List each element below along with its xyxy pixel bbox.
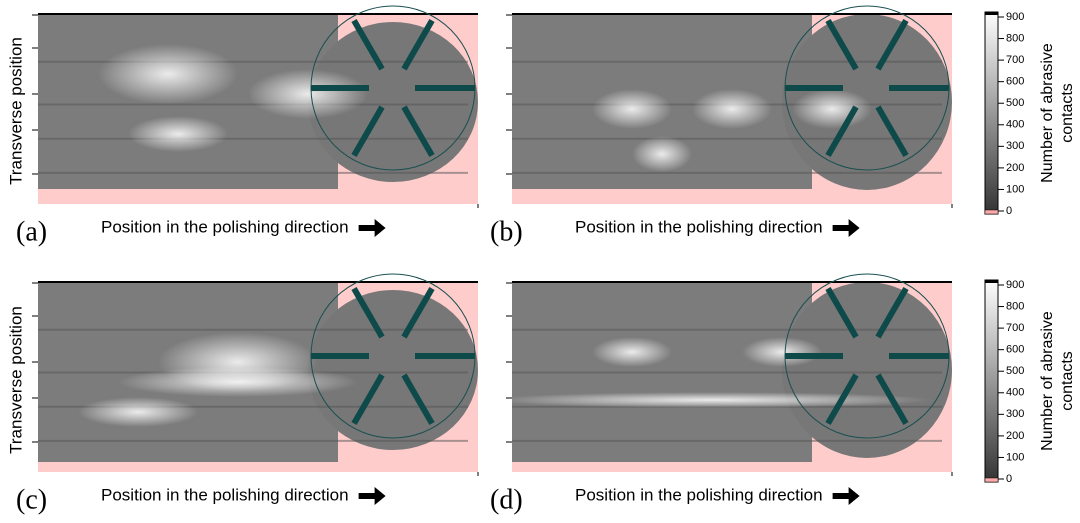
colorbar-tick-label: 600: [1006, 344, 1024, 356]
colorbar-title: Number of abrasive: [1039, 311, 1056, 451]
colorbar-tick-label: 900: [1006, 11, 1024, 23]
heatmap-panel: [32, 274, 478, 476]
y-axis-label: Transverse position: [6, 306, 25, 454]
bright-area: [592, 337, 672, 367]
colorbar-high: [985, 12, 998, 15]
colorbar-tick-label: 100: [1006, 183, 1024, 195]
colorbar-tick-label: 0: [1006, 473, 1012, 485]
y-axis-label: Transverse position: [6, 37, 25, 185]
panel-label: (a): [16, 216, 47, 247]
bright-area: [248, 69, 368, 119]
x-axis-label: Position in the polishing direction: [101, 217, 349, 236]
bright-area: [792, 89, 872, 129]
bright-area: [98, 44, 238, 104]
arrow: [359, 487, 386, 505]
bright-area: [128, 116, 228, 152]
colorbar-tick-label: 900: [1006, 279, 1024, 291]
panel-label: (c): [16, 484, 47, 515]
colorbar-tick-label: 400: [1006, 387, 1024, 399]
colorbar-tick-label: 600: [1006, 76, 1024, 88]
colorbar-tick-label: 300: [1006, 140, 1024, 152]
contact-map-head: [782, 282, 952, 458]
colorbar-tick-label: 800: [1006, 32, 1024, 44]
colorbar: [985, 280, 998, 482]
heatmap-panel: [506, 6, 952, 208]
panel-label: (b): [490, 216, 523, 247]
contact-map-head: [308, 290, 478, 450]
bright-area: [632, 136, 692, 172]
x-axis-label: Position in the polishing direction: [575, 217, 823, 236]
colorbar-tick-label: 700: [1006, 322, 1024, 334]
panel-label: (d): [490, 484, 523, 515]
bright-area: [742, 337, 822, 367]
heatmap-panel: [492, 274, 952, 476]
heatmap-panel: [32, 6, 478, 208]
figure: (a) Position in the polishing direction (b…: [0, 0, 1080, 518]
colorbar-tick-label: 200: [1006, 162, 1024, 174]
colorbar-tick-label: 0: [1006, 205, 1012, 217]
colorbar-tick-label: 500: [1006, 365, 1024, 377]
colorbar-low: [985, 210, 998, 214]
colorbar-tick-label: 300: [1006, 408, 1024, 420]
colorbar: [985, 12, 998, 214]
colorbar-title: Number of abrasive: [1039, 43, 1056, 183]
bright-area: [118, 367, 358, 397]
arrow: [833, 487, 860, 505]
colorbar-title: contacts: [1059, 351, 1076, 411]
colorbar-tick-label: 500: [1006, 97, 1024, 109]
colorbar-tick-label: 800: [1006, 300, 1024, 312]
bright-area: [592, 89, 672, 129]
arrow: [833, 219, 860, 237]
arrow: [359, 219, 386, 237]
colorbar-tick-label: 700: [1006, 54, 1024, 66]
colorbar-high: [985, 280, 998, 283]
colorbar-title: contacts: [1059, 83, 1076, 143]
bright-area: [692, 89, 772, 129]
bright-area: [492, 392, 932, 408]
colorbar-tick-label: 100: [1006, 451, 1024, 463]
x-axis-label: Position in the polishing direction: [575, 485, 823, 504]
colorbar-low: [985, 478, 998, 482]
x-axis-label: Position in the polishing direction: [101, 485, 349, 504]
bright-area: [78, 397, 198, 427]
colorbar-tick-label: 400: [1006, 119, 1024, 131]
colorbar-tick-label: 200: [1006, 430, 1024, 442]
